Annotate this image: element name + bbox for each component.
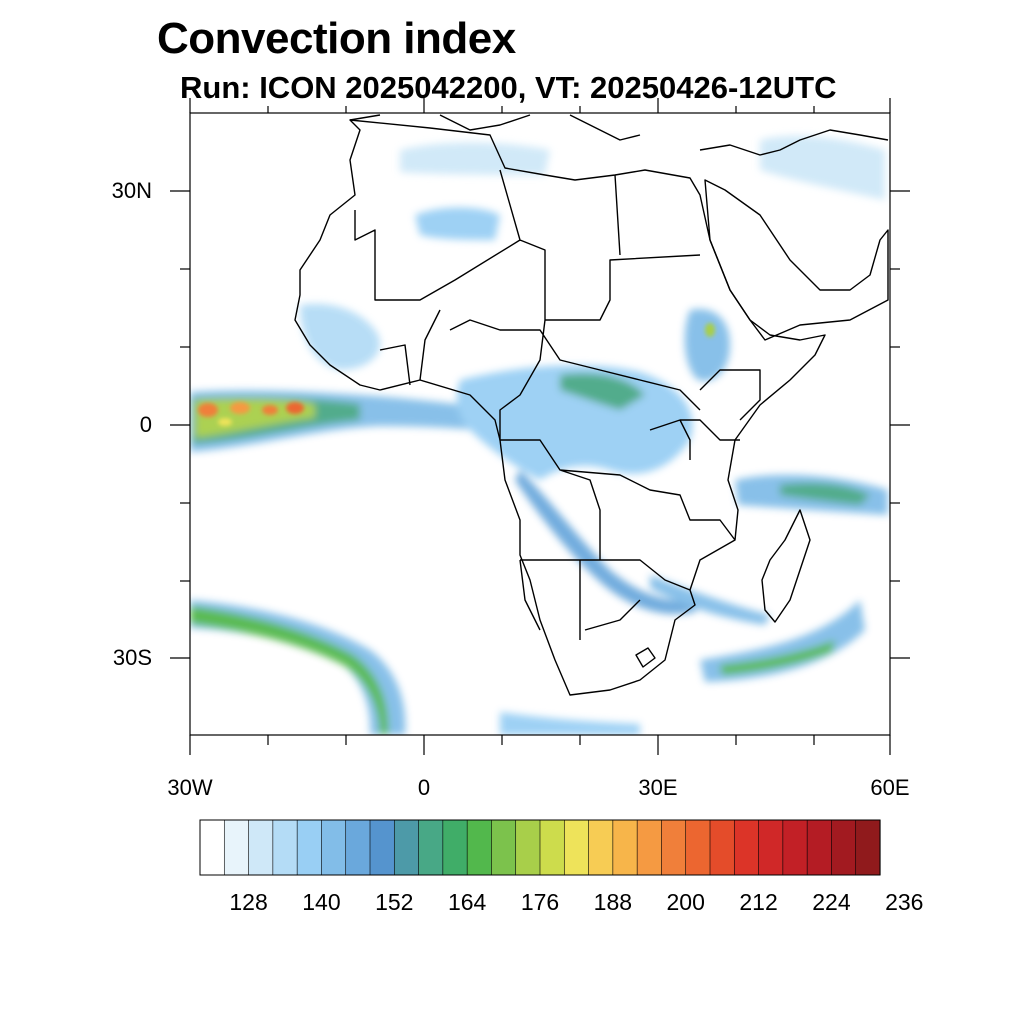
itcz-band-core xyxy=(195,398,315,438)
colorbar-tick-label: 212 xyxy=(739,889,778,915)
colorbar-swatch xyxy=(418,819,444,876)
central-africa-core xyxy=(560,373,645,410)
lat-tick-30n: 30N xyxy=(111,178,152,203)
colorbar-swatch xyxy=(199,819,225,876)
map-subtitle: Run: ICON 2025042200, VT: 20250426-12UTC xyxy=(180,70,837,105)
colorbar-swatch xyxy=(758,819,784,876)
hotspot-2 xyxy=(230,402,250,414)
map-frame xyxy=(189,112,891,736)
convection-field xyxy=(190,135,888,735)
southern-africa-band xyxy=(515,470,700,615)
lat-tick-30s: 30S xyxy=(112,645,152,670)
colorbar-tick-label: 152 xyxy=(375,889,414,915)
colorbar-swatch xyxy=(393,819,420,876)
colorbar-swatch xyxy=(466,819,493,876)
hotspot-4 xyxy=(286,402,304,414)
colorbar-swatch xyxy=(539,819,565,876)
lon-tick-60e: 60E xyxy=(870,775,910,800)
west-africa-convection xyxy=(300,303,381,370)
lon-tick-0: 0 xyxy=(417,775,431,800)
colorbar-swatch xyxy=(636,819,663,876)
map-title: Convection index xyxy=(157,14,516,63)
hotspot-5 xyxy=(218,418,232,426)
arabia-coastline xyxy=(704,179,889,341)
colorbar-swatch xyxy=(806,819,833,876)
south-band xyxy=(500,712,640,735)
hotspot-1 xyxy=(198,403,218,417)
colorbar-swatch xyxy=(321,819,347,876)
lon-tick-30e: 30E xyxy=(638,775,678,800)
colorbar-swatch xyxy=(248,819,274,876)
lesotho-border xyxy=(635,647,656,668)
colorbar-swatch xyxy=(588,819,614,876)
colorbar-swatch xyxy=(661,819,687,876)
colorbar-swatch xyxy=(296,819,323,876)
colorbar-swatch xyxy=(831,819,857,876)
lon-tick-30w: 30W xyxy=(167,775,213,800)
sahara-band xyxy=(415,207,500,240)
colorbar-swatch xyxy=(782,819,808,876)
hotspot-3 xyxy=(262,405,278,415)
ethiopia-convection xyxy=(684,309,730,381)
colorbar-swatch xyxy=(515,819,541,876)
colorbar-swatch xyxy=(369,819,395,876)
coastlines-borders xyxy=(294,114,889,696)
lat-tick-0: 0 xyxy=(139,412,152,437)
colorbar-swatch xyxy=(563,819,590,876)
colorbar-swatch xyxy=(223,819,250,876)
colorbar-tick-label: 224 xyxy=(812,889,851,915)
colorbar-swatch xyxy=(685,819,711,876)
colorbar-tick-label: 164 xyxy=(447,889,487,915)
colorbar-swatch xyxy=(733,819,760,876)
colorbar-swatch xyxy=(491,819,517,876)
axis-ticks xyxy=(170,98,910,755)
colorbar-swatch xyxy=(345,819,371,876)
colorbar-swatch xyxy=(442,819,468,876)
middle-east-band xyxy=(760,135,885,200)
colorbar-swatch xyxy=(612,819,638,876)
indian-ocean-north-core xyxy=(780,483,870,505)
colorbar xyxy=(199,819,881,876)
colorbar-tick-label: 140 xyxy=(302,889,341,915)
africa-coastline xyxy=(294,119,826,696)
madagascar-south-core xyxy=(720,640,835,675)
europe-coastline xyxy=(349,114,889,156)
colorbar-swatch xyxy=(272,819,298,876)
country-borders xyxy=(354,169,761,640)
colorbar-frame xyxy=(199,819,881,876)
mediterranean-band xyxy=(400,142,550,175)
colorbar-swatch xyxy=(855,819,881,876)
sw-atlantic-front-inner xyxy=(190,606,389,735)
madagascar-south-band xyxy=(700,600,865,682)
mozambique-band xyxy=(650,575,770,625)
colorbar-swatch xyxy=(709,819,735,876)
madagascar-coastline xyxy=(761,509,811,623)
colorbar-tick-label: 128 xyxy=(229,889,268,915)
colorbar-tick-label: 188 xyxy=(593,889,633,915)
colorbar-tick-label: 200 xyxy=(666,889,705,915)
colorbar-tick-label: 236 xyxy=(885,889,924,915)
colorbar-tick-label: 176 xyxy=(520,889,560,915)
hotspot-6 xyxy=(705,323,715,337)
